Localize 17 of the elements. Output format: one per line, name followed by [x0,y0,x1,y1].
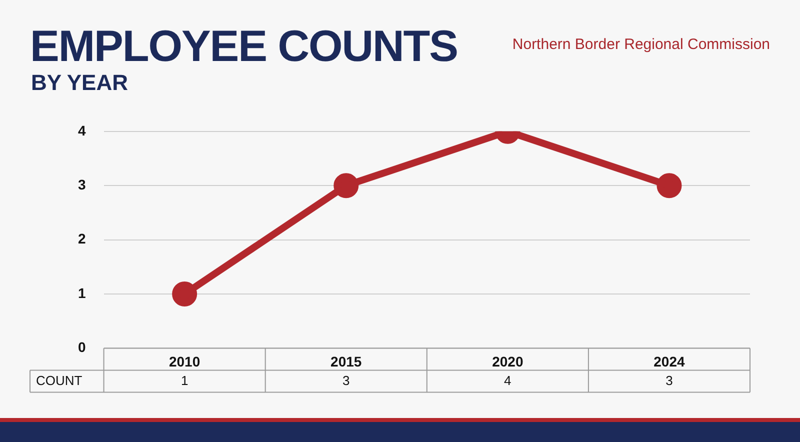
data-label: 4 [504,372,512,388]
chart-subtitle: BY YEAR [31,70,128,96]
chart-title: EMPLOYEE COUNTS [30,22,458,72]
x-tick-label: 2015 [330,353,362,370]
x-tick-label: 2024 [654,353,686,370]
data-label: 3 [342,372,350,388]
x-tick-label: 2010 [168,353,200,370]
data-label: 3 [666,372,673,388]
x-tick-label: 2020 [492,353,524,370]
data-label: 1 [180,372,188,388]
y-tick-label: 0 [78,339,86,356]
text: Northern Border Regional Commission [512,36,770,53]
y-tick-label: 2 [78,230,86,247]
y-tick-label: 1 [78,284,86,301]
text: COUNT [36,372,82,388]
y-tick-label: 4 [78,122,86,138]
y-tick-label: 3 [78,176,86,192]
